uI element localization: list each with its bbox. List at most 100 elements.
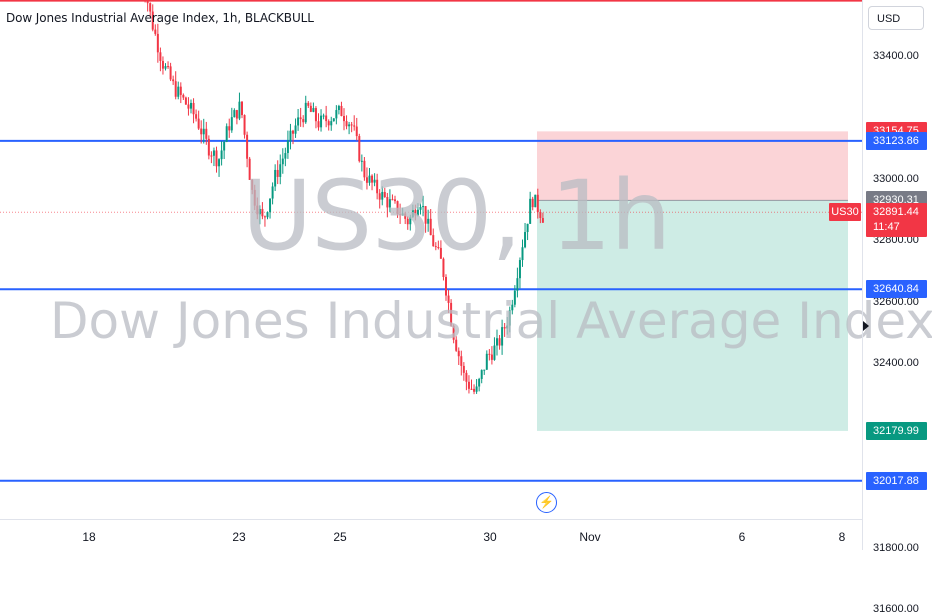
candle-body <box>335 110 338 119</box>
candle-body <box>233 110 236 118</box>
candle-body <box>182 94 185 98</box>
candle-body <box>281 158 284 165</box>
candle-body <box>462 365 465 373</box>
candle-body <box>536 194 539 213</box>
candle-body <box>531 198 534 208</box>
candle-body <box>378 193 381 200</box>
candle-body <box>218 159 221 167</box>
candle-body <box>241 101 243 116</box>
candle-body <box>360 160 363 162</box>
candle-body <box>488 353 491 355</box>
candle-body <box>404 213 407 219</box>
candle-body <box>437 247 440 249</box>
candle-body <box>508 310 511 326</box>
candle-body <box>524 232 527 248</box>
candle-body <box>304 102 307 123</box>
price-tick-label: 31800.00 <box>873 541 919 554</box>
candle-body <box>325 115 328 122</box>
candle-body <box>343 115 345 122</box>
last-price-tag: 32891.44 11:47 <box>866 203 927 238</box>
price-axis-divider <box>862 0 863 550</box>
candle-body <box>246 134 249 159</box>
candle-body <box>348 124 351 127</box>
candle-body <box>442 258 445 277</box>
chart-title: Dow Jones Industrial Average Index, 1h, … <box>6 11 314 25</box>
candle-body <box>292 130 294 134</box>
lightning-icon[interactable]: ⚡ <box>536 492 557 513</box>
candle-body <box>365 177 368 183</box>
candle-body <box>337 105 340 111</box>
candle-body <box>279 164 282 177</box>
candle-body <box>269 198 272 213</box>
candle-body <box>465 372 468 382</box>
candle-body <box>179 86 182 95</box>
candle-body <box>266 212 269 218</box>
candle-body <box>450 302 453 326</box>
candle-body <box>391 199 394 201</box>
candle-body <box>353 125 356 127</box>
candle-body <box>177 86 180 97</box>
candle-body <box>467 381 470 389</box>
price-tick-label: 32400.00 <box>873 357 919 370</box>
time-tick-label: 25 <box>333 530 347 544</box>
candle-body <box>261 208 264 217</box>
candle-body <box>212 150 215 156</box>
candle-body <box>475 386 478 392</box>
candle-body <box>457 350 460 357</box>
candle-body <box>518 260 521 279</box>
candle-body <box>434 246 437 248</box>
candle-body <box>248 158 251 180</box>
candle-body <box>490 354 493 360</box>
time-axis-divider <box>0 519 862 520</box>
candle-body <box>386 197 389 208</box>
candle-body <box>363 160 366 178</box>
candle-body <box>297 117 300 126</box>
candle-body <box>355 126 358 137</box>
candle-body <box>406 218 409 225</box>
candle-body <box>274 169 277 187</box>
candle-body <box>345 121 348 127</box>
price-plot[interactable] <box>0 0 932 550</box>
candle-body <box>383 191 386 198</box>
candle-body <box>169 66 172 80</box>
candle-body <box>526 223 529 233</box>
candle-body <box>159 52 162 61</box>
candle-body <box>302 119 305 123</box>
candle-body <box>228 126 231 131</box>
candle-body <box>332 118 335 122</box>
candle-body <box>414 209 417 216</box>
candle-body <box>154 29 157 34</box>
candle-body <box>394 199 396 202</box>
candle-body <box>149 3 152 12</box>
candle-body <box>541 218 544 223</box>
candle-body <box>388 199 391 208</box>
time-tick-label: 23 <box>232 530 246 544</box>
candle-body <box>485 353 488 370</box>
candle-body <box>276 169 279 177</box>
candle-body <box>202 128 205 135</box>
candle-body <box>164 66 167 69</box>
candle-body <box>286 140 289 154</box>
candle-body <box>225 126 228 142</box>
candle-body <box>506 325 509 329</box>
candle-body <box>529 198 532 224</box>
name-watermark: Dow Jones Industrial Average Index <box>50 292 932 350</box>
currency-button[interactable]: USD <box>868 6 924 30</box>
time-tick-label: 6 <box>738 530 746 544</box>
candle-body <box>238 101 241 119</box>
symbol-tag: US30 <box>829 203 861 222</box>
candle-body <box>411 209 414 218</box>
price-tick-label: 33000.00 <box>873 172 919 185</box>
scroll-arrow-icon[interactable] <box>863 321 869 331</box>
candle-body <box>161 60 164 69</box>
candle-body <box>320 115 323 128</box>
candle-body <box>539 212 542 219</box>
candle-body <box>195 114 198 119</box>
candle-body <box>317 121 320 128</box>
candle-body <box>478 378 481 387</box>
candle-body <box>371 175 374 183</box>
time-tick-label: 30 <box>483 530 497 544</box>
price-tag-target: 32179.99 <box>866 421 927 440</box>
candle-body <box>243 115 246 135</box>
